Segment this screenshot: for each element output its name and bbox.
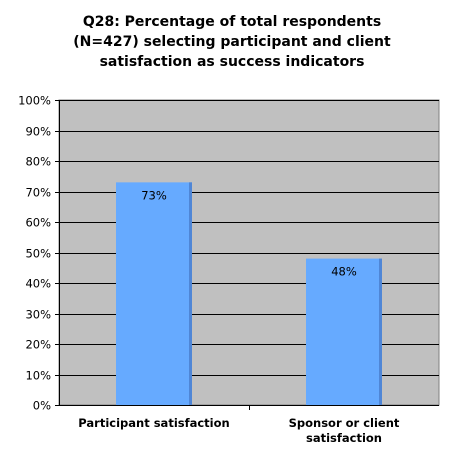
bar [116, 182, 192, 405]
y-tick-label: 0% [33, 399, 51, 413]
chart-title-line-1: Q28: Percentage of total respondents [83, 14, 381, 30]
y-tick-label: 100% [18, 94, 51, 108]
chart-title-line-2: (N=427) selecting participant and client [73, 34, 391, 50]
y-tick-label: 30% [25, 308, 51, 322]
x-category-label: satisfaction [306, 431, 382, 445]
chart-title-line-3: satisfaction as success indicators [100, 54, 365, 70]
y-tick-label: 80% [25, 155, 51, 169]
x-category-label: Participant satisfaction [78, 416, 229, 430]
y-tick-label: 40% [25, 277, 51, 291]
axes [59, 100, 439, 410]
x-axis-labels: Participant satisfaction Sponsor or clien… [78, 416, 400, 445]
data-labels: 73% 48% [141, 188, 357, 278]
data-label: 48% [331, 265, 357, 279]
y-axis-ticks: 0% 10% 20% 30% 40% 50% 60% 70% 80% 90% 100% [18, 94, 59, 413]
y-tick-label: 70% [25, 186, 51, 200]
y-tick-label: 20% [25, 338, 51, 352]
bar-shadow [189, 182, 192, 405]
data-label: 73% [141, 188, 167, 202]
x-category-label: Sponsor or client [289, 416, 400, 430]
y-tick-label: 10% [25, 369, 51, 383]
bar [306, 258, 382, 405]
y-tick-label: 50% [25, 247, 51, 261]
bar-shadow [379, 258, 382, 405]
chart-title: Q28: Percentage of total respondents (N=… [73, 14, 391, 70]
y-tick-label: 60% [25, 216, 51, 230]
y-tick-label: 90% [25, 125, 51, 139]
bars [116, 182, 382, 405]
